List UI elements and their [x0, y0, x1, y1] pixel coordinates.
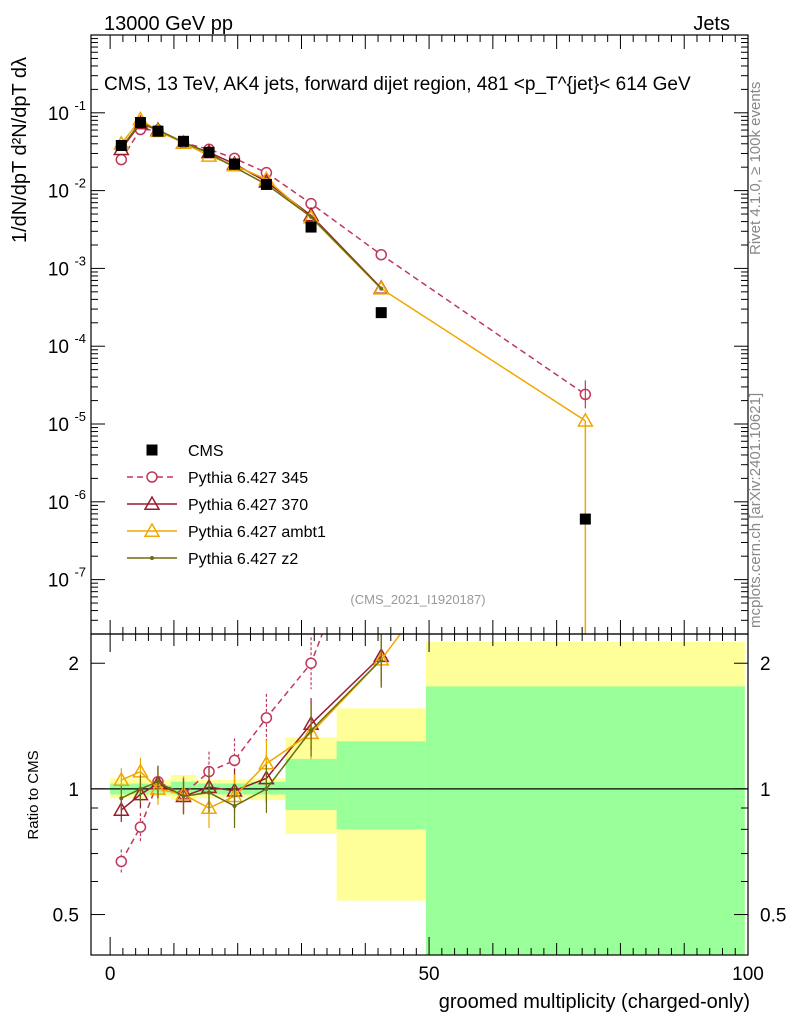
- ratio-frame: [90, 633, 749, 956]
- legend-label-p345: Pythia 6.427 345: [188, 470, 308, 487]
- x-axis-label: groomed multiplicity (charged-only): [439, 991, 750, 1013]
- data-point-cms: [375, 307, 387, 319]
- legend-entry-z2: Pythia 6.427 z2: [127, 551, 298, 568]
- energy-label: 13000 GeV pp: [104, 13, 233, 35]
- ratio-x-ticks: 0 50 100: [105, 634, 764, 985]
- y-tick-label: 10: [48, 571, 69, 592]
- ratio-point-p345: [260, 712, 273, 724]
- series-cms: [115, 117, 591, 525]
- ratio-y-label: Ratio to CMS: [25, 750, 42, 839]
- ratio-point-p345: [305, 657, 317, 669]
- legend-label-ambt1: Pythia 6.427 ambt1: [188, 524, 326, 541]
- rivet-label: Rivet 4.1.0, ≥ 100k events: [747, 82, 764, 255]
- legend-marker-cms: [146, 444, 158, 456]
- main-y-label-text: 1/dN/dpT d²N/dpT dλ: [9, 57, 31, 243]
- uncertainty-band-inner: [336, 741, 426, 830]
- ratio-point-z2: [207, 790, 212, 795]
- ratio-point-z2: [264, 786, 269, 791]
- legend-entry-ambt1: Pythia 6.427 ambt1: [127, 522, 326, 541]
- legend-entry-p345: Pythia 6.427 345: [127, 470, 308, 487]
- ratio-point-p345: [115, 855, 128, 868]
- data-point-z2: [309, 214, 314, 219]
- y-tick-label-exponent: -1: [74, 98, 86, 113]
- y-tick-label-exponent: -5: [74, 409, 86, 424]
- y-tick-label-exponent: -2: [74, 176, 86, 191]
- data-point-z2: [379, 286, 384, 291]
- y-tick-label-exponent: -6: [74, 487, 86, 502]
- x-tick-label: 100: [732, 964, 764, 985]
- ratio-point-p370: [113, 801, 130, 817]
- y-tick-label-exponent: -3: [74, 253, 86, 268]
- ratio-y-tick-label: 2: [68, 654, 79, 675]
- legend: CMS Pythia 6.427 345 Pythia 6.427 370 Pythi…: [127, 443, 326, 568]
- legend-marker-ambt1: [143, 522, 161, 537]
- category-label: Jets: [693, 13, 730, 35]
- main-plot-area: [113, 110, 594, 634]
- legend-marker-p345: [146, 471, 158, 483]
- ratio-panel: 0.5 0.5 1 1 2 2 0 50 100 Ratio to CMS groomed m…: [25, 633, 786, 1013]
- y-tick-label: 10: [48, 493, 69, 514]
- y-tick-label: 10: [48, 104, 69, 125]
- ratio-y-tick-label-right: 0.5: [760, 906, 786, 927]
- legend-marker-z2: [150, 556, 154, 560]
- ratio-point-z2: [155, 779, 160, 784]
- ratio-y-tick-label-right: 1: [760, 780, 771, 801]
- main-panel: CMS, 13 TeV, AK4 jets, forward dijet reg…: [9, 34, 749, 635]
- legend-entry-cms: CMS: [146, 443, 224, 460]
- uncertainty-band-inner: [425, 686, 745, 955]
- legend-entry-p370: Pythia 6.427 370: [127, 495, 308, 514]
- mcplots-label: mcplots.cern.ch [arXiv:2401.10621]: [747, 393, 764, 628]
- data-point-cms: [579, 513, 591, 525]
- ratio-y-tick-label: 0.5: [53, 906, 79, 927]
- legend-label-p370: Pythia 6.427 370: [188, 497, 308, 514]
- x-tick-label: 50: [418, 964, 439, 985]
- main-y-ticks: 10 -7 10 -6 10 -5 10 -4 10 -3 10 -2 10 -1: [48, 34, 749, 635]
- uncertainty-band-inner: [285, 758, 337, 811]
- main-y-label: 1/dN/dpT d²N/dpT dλ: [9, 57, 31, 243]
- legend-label-z2: Pythia 6.427 z2: [188, 551, 298, 568]
- ratio-point-ambt1: [113, 771, 130, 787]
- legend-marker-p370: [143, 495, 161, 510]
- legend-label-cms: CMS: [188, 443, 224, 460]
- data-point-p345: [375, 248, 387, 261]
- ratio-y-tick-label-right: 2: [760, 654, 771, 675]
- ratio-point-ambt1: [200, 799, 218, 814]
- data-point-cms: [203, 146, 215, 158]
- x-tick-label: 0: [105, 964, 116, 985]
- y-tick-label-exponent: -7: [74, 565, 86, 580]
- ratio-point-z2: [309, 728, 314, 733]
- watermark: (CMS_2021_I1920187): [350, 592, 485, 607]
- data-point-cms: [152, 125, 164, 137]
- ratio-point-z2: [181, 794, 186, 799]
- data-point-cms: [177, 135, 189, 147]
- ratio-line-ambt1-ext: [380, 633, 401, 661]
- main-title: CMS, 13 TeV, AK4 jets, forward dijet reg…: [104, 74, 691, 95]
- y-tick-label: 10: [48, 337, 69, 358]
- ratio-point-z2: [232, 803, 237, 808]
- y-tick-label: 10: [48, 259, 69, 280]
- data-point-p345: [115, 153, 128, 166]
- y-tick-label: 10: [48, 415, 69, 436]
- ratio-point-z2: [119, 796, 124, 801]
- ratio-plot-area: [91, 633, 748, 955]
- ratio-series-z2: [119, 634, 384, 828]
- series-line-p345: [120, 128, 586, 396]
- data-point-cms: [260, 178, 272, 190]
- data-point-cms: [134, 117, 146, 129]
- data-point-cms: [305, 221, 317, 233]
- y-tick-label: 10: [48, 182, 69, 203]
- data-point-cms: [229, 158, 241, 170]
- ratio-point-z2: [138, 786, 143, 791]
- ratio-point-p345: [134, 821, 147, 833]
- ratio-point-p345: [228, 754, 241, 767]
- data-point-ambt1: [372, 280, 390, 295]
- ratio-y-ticks: 0.5 0.5 1 1 2 2: [53, 654, 786, 926]
- data-point-cms: [115, 139, 127, 151]
- ratio-frame-box: [90, 633, 749, 956]
- ratio-y-tick-label: 1: [68, 780, 79, 801]
- y-tick-label-exponent: -4: [74, 331, 86, 346]
